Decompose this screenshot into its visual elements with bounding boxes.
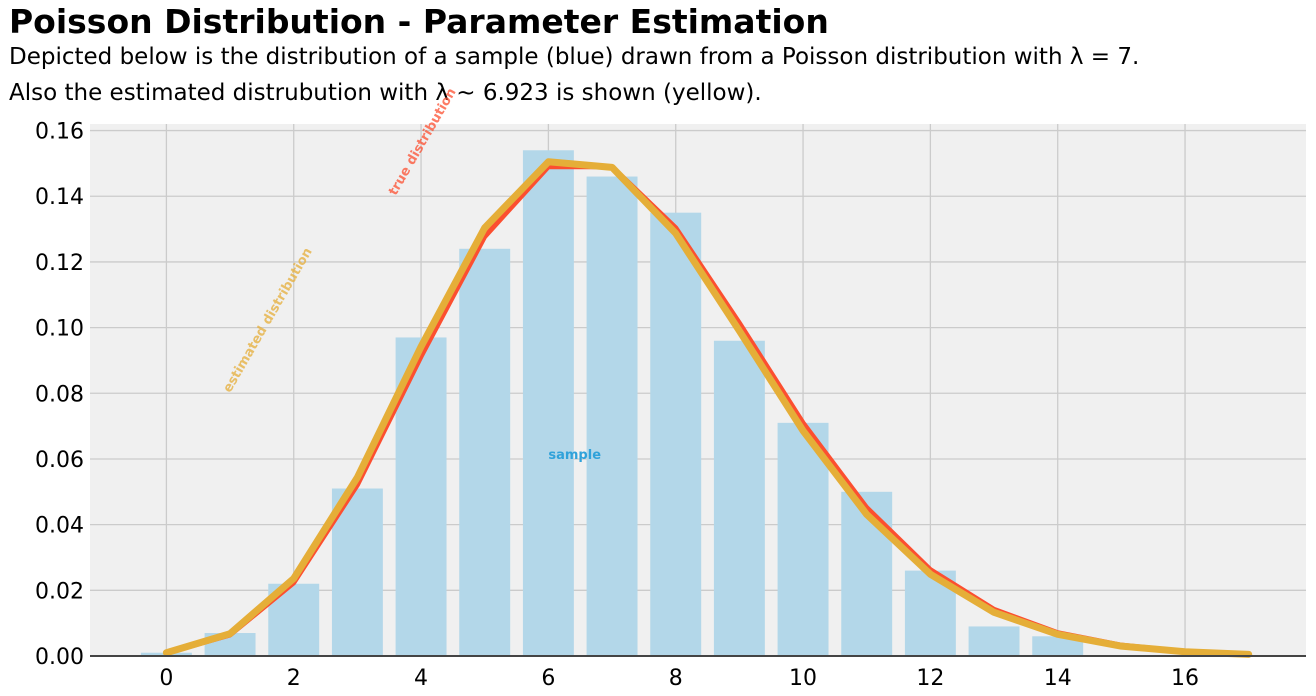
- x-tick-label: 0: [159, 666, 173, 691]
- x-tick-label: 4: [414, 666, 428, 691]
- sample-bar: [650, 212, 702, 656]
- y-tick-label: 0.06: [35, 448, 84, 473]
- sample-bar: [522, 150, 574, 656]
- y-tick-label: 0.08: [35, 382, 84, 407]
- y-tick-label: 0.14: [35, 185, 84, 210]
- y-tick-label: 0.04: [35, 514, 84, 539]
- x-axis-tick-labels: 0 2 4 6 8 10 12 14 16: [159, 666, 1199, 691]
- y-tick-label: 0.16: [35, 120, 84, 145]
- x-tick-label: 10: [789, 666, 817, 691]
- y-tick-label: 0.10: [35, 317, 84, 342]
- chart-subtitle-line-1: Depicted below is the distribution of a …: [9, 44, 1140, 70]
- x-tick-label: 2: [287, 666, 301, 691]
- estimated-distribution-line: [162, 158, 1253, 658]
- chart-title: Poisson Distribution - Parameter Estimat…: [9, 2, 829, 41]
- sample-bar: [968, 626, 1020, 656]
- x-tick-label: 16: [1171, 666, 1199, 691]
- x-tick-label: 14: [1044, 666, 1072, 691]
- y-axis-tick-labels: 0.00 0.02 0.04 0.06 0.08 0.10 0.12 0.14 0.16: [35, 120, 84, 670]
- distribution-lines: [162, 158, 1253, 658]
- sample-bar: [713, 340, 765, 656]
- sample-bar: [586, 176, 638, 656]
- y-tick-label: 0.02: [35, 579, 84, 604]
- sample-bar: [459, 248, 511, 656]
- sample-bar: [1032, 636, 1084, 656]
- x-tick-label: 6: [541, 666, 555, 691]
- x-tick-label: 8: [669, 666, 683, 691]
- sample-annotation: sample: [548, 448, 601, 463]
- y-tick-label: 0.12: [35, 251, 84, 276]
- sample-bar: [331, 488, 383, 656]
- y-tick-label: 0.00: [35, 645, 84, 670]
- chart-subtitle-line-2: Also the estimated distrubution with λ ~…: [9, 80, 762, 106]
- x-tick-label: 12: [916, 666, 944, 691]
- sample-bar: [777, 422, 829, 656]
